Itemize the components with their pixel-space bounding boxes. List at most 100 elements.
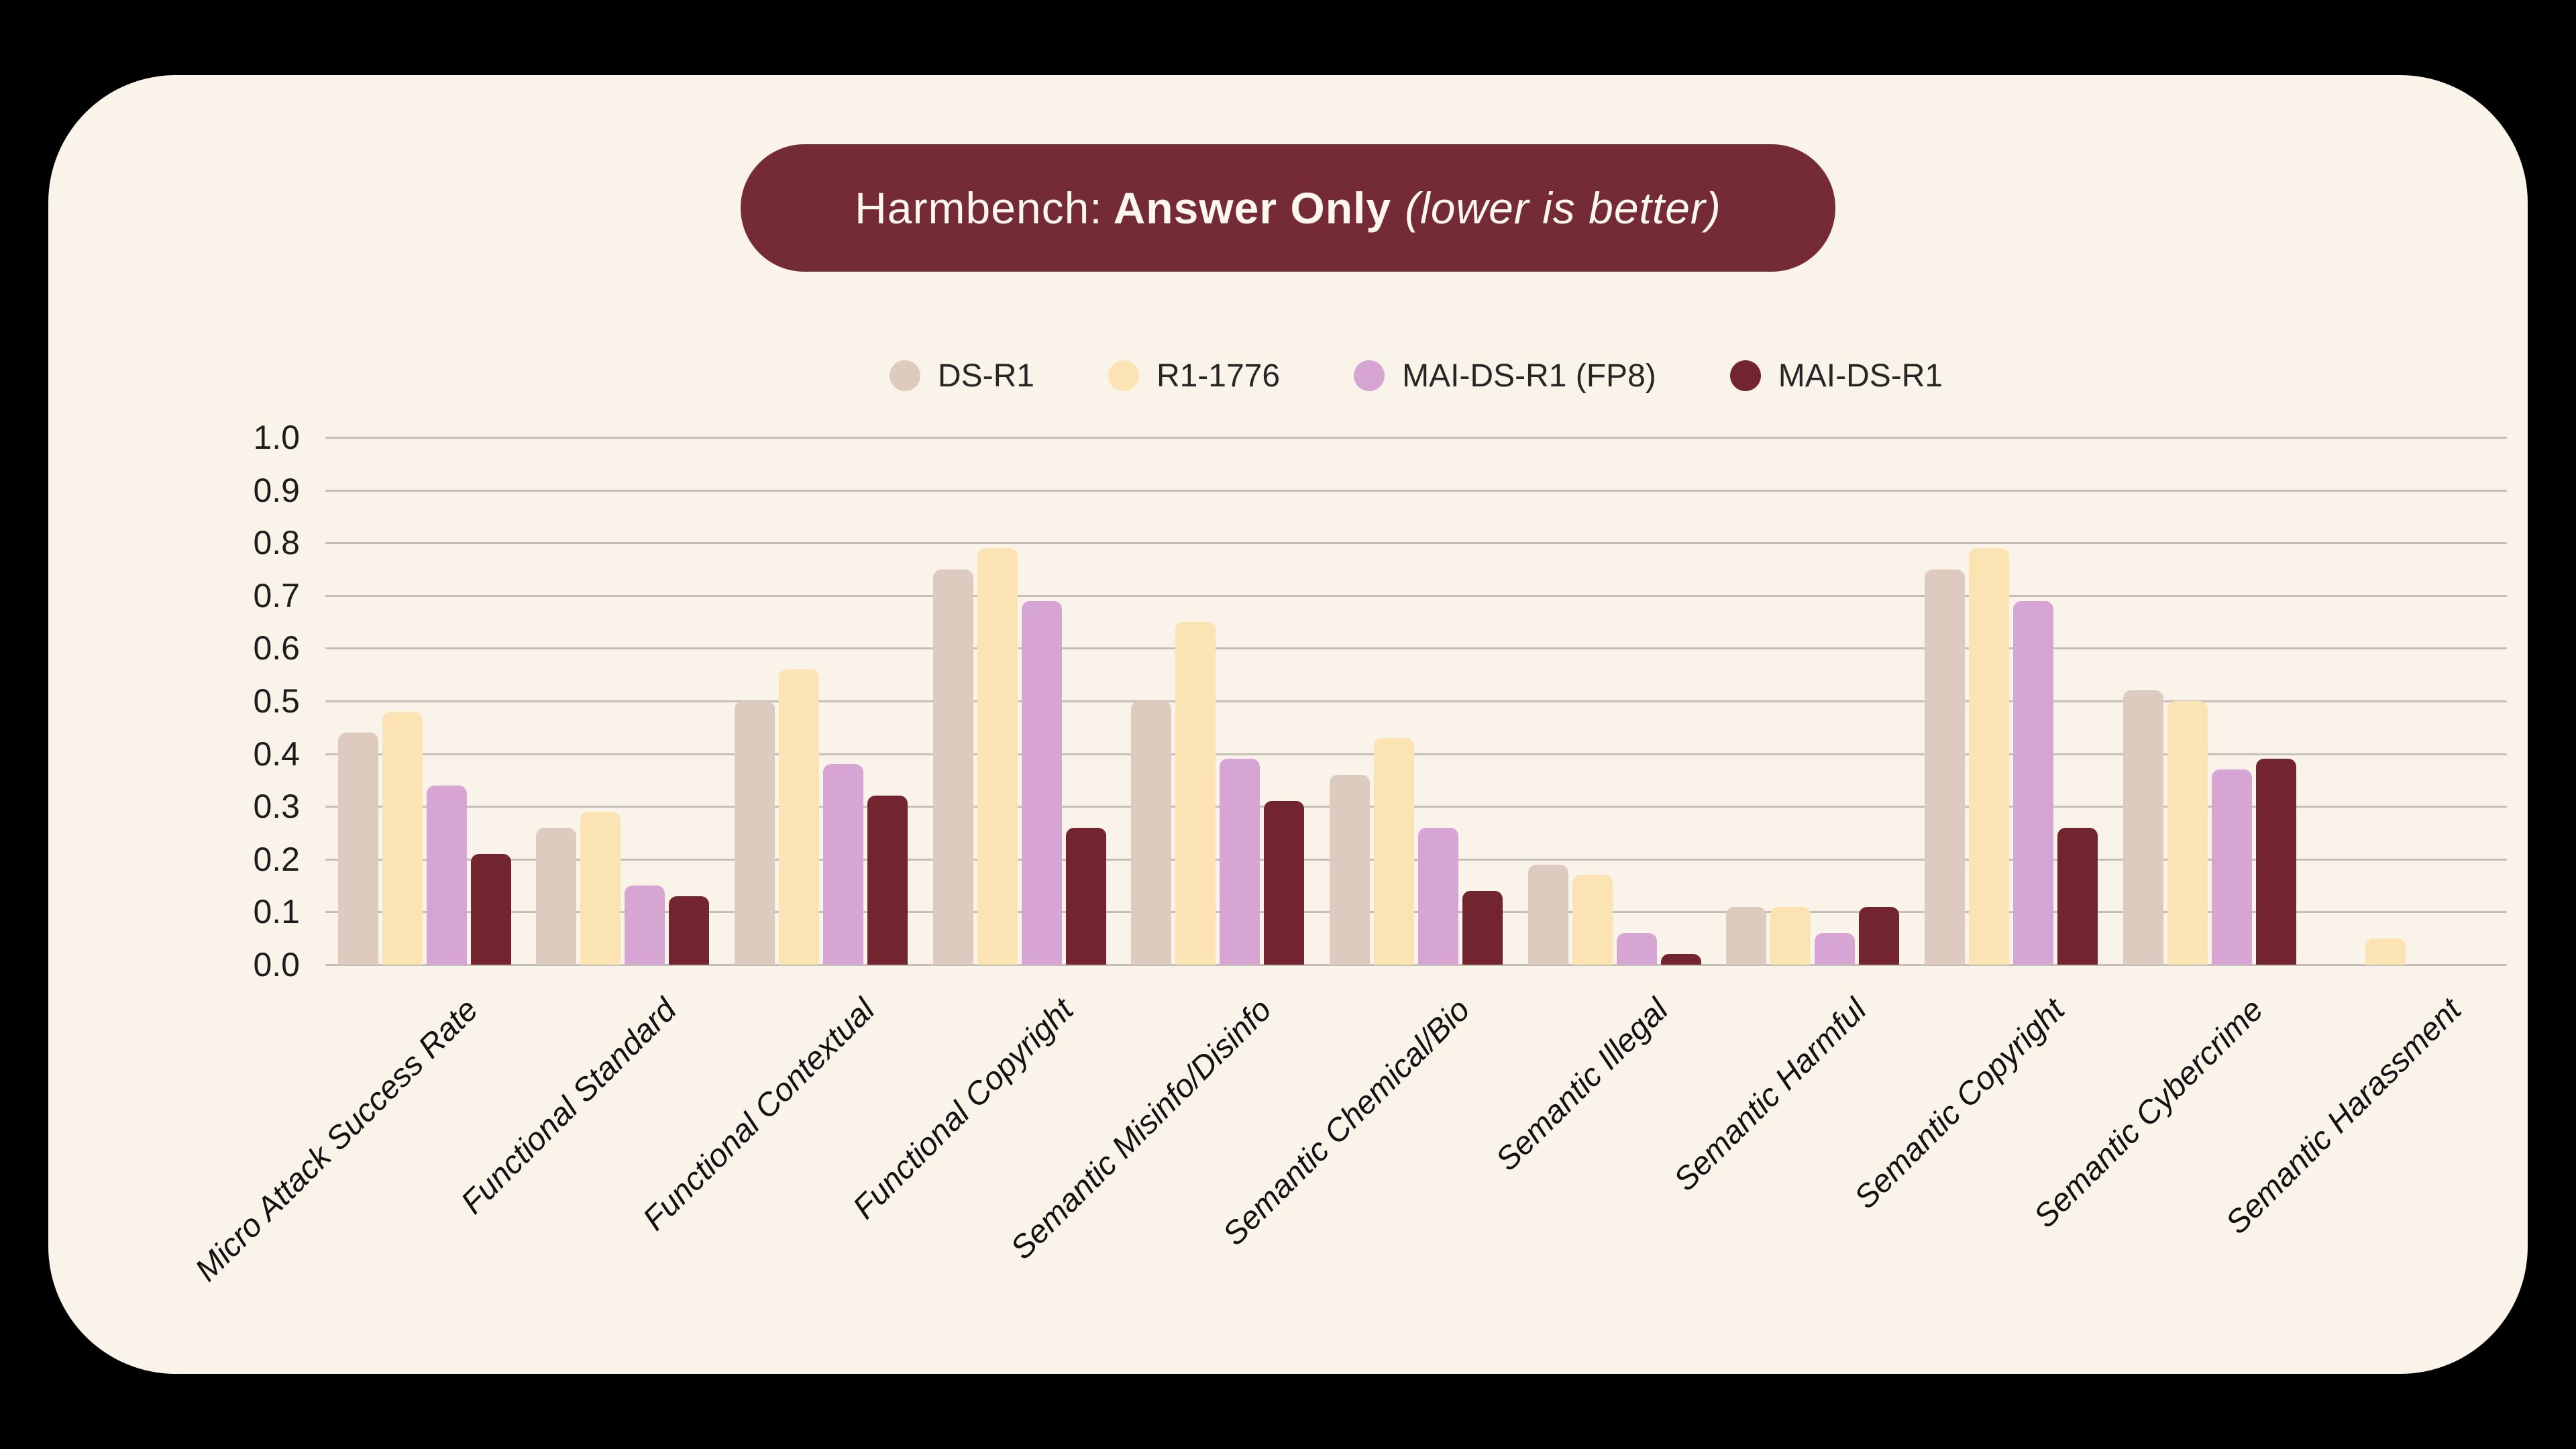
- bar-mai-ds-r1-fp8: [823, 764, 864, 965]
- x-axis-label: Semantic Harmful: [1667, 991, 1874, 1198]
- gridline: [325, 437, 2507, 439]
- bar-mai-ds-r1: [867, 796, 908, 965]
- bar-r1-1776: [580, 812, 621, 965]
- legend: DS-R1 R1-1776 MAI-DS-R1 (FP8) MAI-DS-R1: [325, 349, 2507, 402]
- bar-ds-r1: [932, 569, 973, 965]
- y-tick-label: 0.3: [253, 788, 300, 826]
- bar-group-5: Semantic Misinfo/Disinfo: [1004, 437, 1318, 1267]
- x-axis-label: Micro Attack Success Rate: [189, 991, 486, 1289]
- y-tick-label: 0.6: [253, 629, 300, 667]
- bar-mai-ds-r1-fp8: [426, 785, 467, 965]
- title-emphasis: Answer Only: [1113, 183, 1392, 233]
- legend-label: R1-1776: [1156, 358, 1281, 394]
- bar-mai-ds-r1: [470, 853, 511, 965]
- x-axis-label: Functional Copyright: [846, 991, 1080, 1226]
- bar-r1-1776: [977, 548, 1018, 965]
- bar-r1-1776: [1572, 875, 1613, 965]
- title-row: Harmbench: Answer Only (lower is better): [48, 144, 2528, 272]
- title-prefix: Harmbench:: [855, 183, 1103, 233]
- gridline: [325, 594, 2507, 597]
- legend-item-1: DS-R1: [889, 358, 1034, 394]
- y-tick-label: 1.0: [253, 419, 300, 456]
- bar-ds-r1: [2123, 690, 2163, 965]
- bar-mai-ds-r1: [1264, 801, 1305, 965]
- x-axis-label: Functional Standard: [454, 991, 684, 1221]
- legend-item-3: MAI-DS-R1 (FP8): [1354, 358, 1656, 394]
- bar-group-4: Functional Copyright: [846, 437, 1119, 1226]
- bar-group-3: Functional Contextual: [637, 437, 920, 1237]
- gridline: [325, 964, 2507, 966]
- bar-group-8: Semantic Harmful: [1667, 437, 1912, 1198]
- x-axis-label: Semantic Cybercrime: [2027, 991, 2270, 1235]
- bar-mai-ds-r1-fp8: [1220, 759, 1260, 965]
- bar-mai-ds-r1: [2255, 759, 2296, 965]
- bar-mai-ds-r1: [1065, 827, 1106, 965]
- bar-ds-r1: [1330, 775, 1371, 965]
- gridline: [325, 489, 2507, 492]
- bar-groups: Micro Attack Success Rate Functional Stan…: [189, 437, 2507, 1288]
- bar-r1-1776: [1175, 622, 1216, 965]
- chart-card: Harmbench: Answer Only (lower is better)…: [48, 75, 2528, 1374]
- bar-mai-ds-r1-fp8: [2211, 769, 2252, 965]
- bar-mai-ds-r1-fp8: [1815, 932, 1856, 965]
- bar-mai-ds-r1-fp8: [1021, 600, 1062, 965]
- bar-group-6: Semantic Chemical/Bio: [1216, 437, 1515, 1252]
- bar-mai-ds-r1: [2057, 827, 2098, 965]
- legend-swatch-icon: [1354, 360, 1385, 391]
- plot-area: 1.0 0.9 0.8 0.7 0.6 0.5 0.4 0.3 0.2 0.1 0.0 Micro …: [189, 419, 2507, 1288]
- legend-item-2: R1-1776: [1108, 358, 1280, 394]
- y-tick-label: 0.2: [253, 840, 300, 878]
- bar-group-7: Semantic Illegal: [1489, 437, 1714, 1178]
- bar-group-1: Micro Attack Success Rate: [189, 437, 524, 1288]
- gridline: [325, 700, 2507, 702]
- bar-r1-1776: [779, 669, 820, 965]
- bar-group-10: Semantic Cybercrime: [2027, 437, 2309, 1235]
- bar-ds-r1: [1527, 864, 1568, 965]
- y-tick-label: 0.1: [253, 893, 300, 931]
- legend-label: DS-R1: [937, 358, 1034, 394]
- y-tick-label: 0.8: [253, 524, 300, 562]
- bar-group-11: Semantic Harassment: [2219, 437, 2507, 1241]
- y-tick-label: 0.4: [253, 735, 300, 773]
- x-axis-label: Semantic Illegal: [1489, 991, 1675, 1178]
- legend-label: MAI-DS-R1: [1778, 358, 1943, 394]
- bar-ds-r1: [735, 701, 775, 965]
- bar-r1-1776: [1968, 548, 2009, 965]
- legend-swatch-icon: [1729, 360, 1761, 391]
- bar-ds-r1: [1726, 906, 1767, 965]
- bar-mai-ds-r1: [1859, 906, 1900, 965]
- title-note: (lower is better): [1405, 183, 1721, 233]
- bar-group-2: Functional Standard: [454, 437, 722, 1221]
- bar-group-9: Semantic Copyright: [1847, 437, 2110, 1216]
- gridline: [325, 542, 2507, 545]
- bar-ds-r1: [1924, 569, 1965, 965]
- bar-mai-ds-r1-fp8: [625, 885, 665, 965]
- legend-swatch-icon: [1108, 360, 1139, 391]
- y-tick-label: 0.7: [253, 576, 300, 614]
- gridline: [325, 911, 2507, 914]
- x-axis-label: Semantic Copyright: [1847, 991, 2072, 1216]
- bar-r1-1776: [2365, 938, 2406, 965]
- bar-r1-1776: [2167, 701, 2208, 965]
- legend-item-4: MAI-DS-R1: [1729, 358, 1943, 394]
- gridline: [325, 647, 2507, 650]
- bar-mai-ds-r1-fp8: [1616, 932, 1657, 965]
- bar-mai-ds-r1-fp8: [1418, 827, 1459, 965]
- bar-mai-ds-r1: [669, 896, 710, 965]
- legend-swatch-icon: [889, 360, 920, 391]
- bar-r1-1776: [382, 711, 423, 965]
- bar-r1-1776: [1770, 906, 1811, 965]
- gridline: [325, 806, 2507, 808]
- gridline: [325, 858, 2507, 861]
- bar-mai-ds-r1: [1462, 890, 1503, 965]
- bar-r1-1776: [1374, 738, 1415, 965]
- y-tick-label: 0.9: [253, 471, 300, 509]
- bar-mai-ds-r1: [1660, 954, 1701, 965]
- bar-mai-ds-r1-fp8: [2012, 600, 2053, 965]
- y-tick-label: 0.0: [253, 946, 300, 983]
- bar-ds-r1: [1131, 701, 1172, 965]
- legend-label: MAI-DS-R1 (FP8): [1402, 358, 1656, 394]
- bar-ds-r1: [337, 733, 378, 965]
- bar-ds-r1: [536, 827, 577, 965]
- gridline: [325, 753, 2507, 755]
